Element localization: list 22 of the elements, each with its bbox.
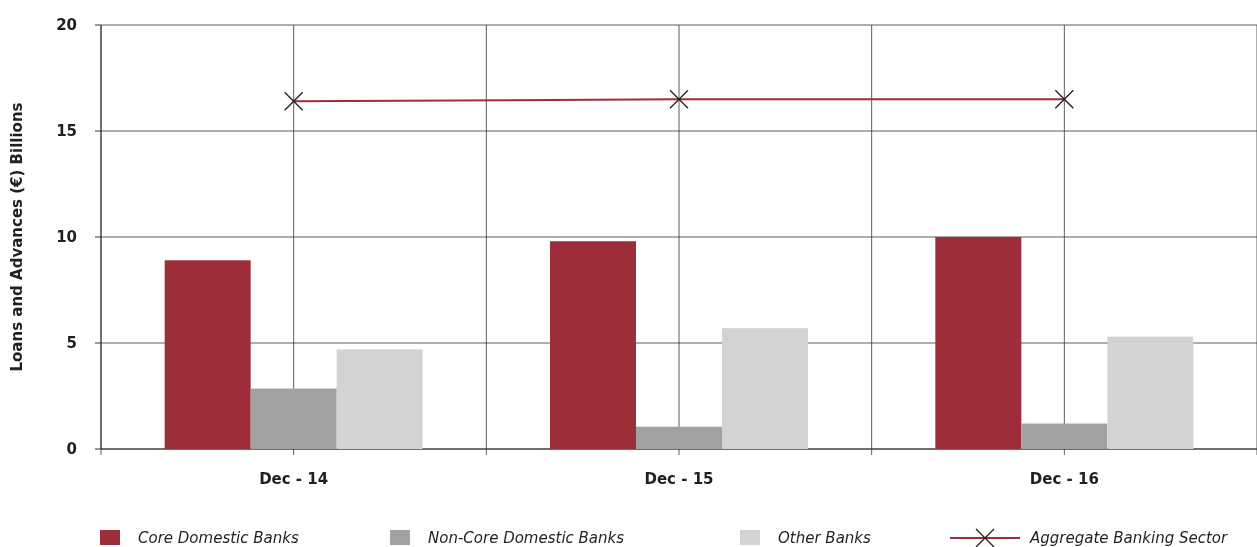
bar	[1021, 423, 1108, 449]
bar	[935, 237, 1022, 449]
legend-label: Other Banks	[778, 529, 872, 547]
legend-label: Aggregate Banking Sector	[1029, 529, 1228, 547]
x-tick-label: Dec - 15	[644, 470, 714, 488]
bar	[250, 388, 337, 449]
y-tick-label: 10	[56, 228, 77, 247]
y-tick-label: 20	[56, 16, 77, 35]
legend-label: Non-Core Domestic Banks	[428, 529, 625, 547]
legend-label: Core Domestic Banks	[138, 529, 299, 547]
bar	[164, 260, 251, 449]
bar	[336, 349, 423, 449]
y-axis-title: Loans and Advances (€) Billions	[8, 102, 26, 372]
x-tick-label: Dec - 16	[1029, 470, 1099, 488]
bar	[550, 241, 636, 449]
bar	[722, 328, 808, 449]
y-tick-label: 15	[56, 122, 77, 141]
x-tick-label: Dec - 14	[259, 470, 329, 488]
bar	[636, 426, 722, 449]
y-tick-label: 0	[66, 440, 77, 459]
bar	[1107, 336, 1194, 449]
y-tick-label: 5	[66, 334, 77, 353]
